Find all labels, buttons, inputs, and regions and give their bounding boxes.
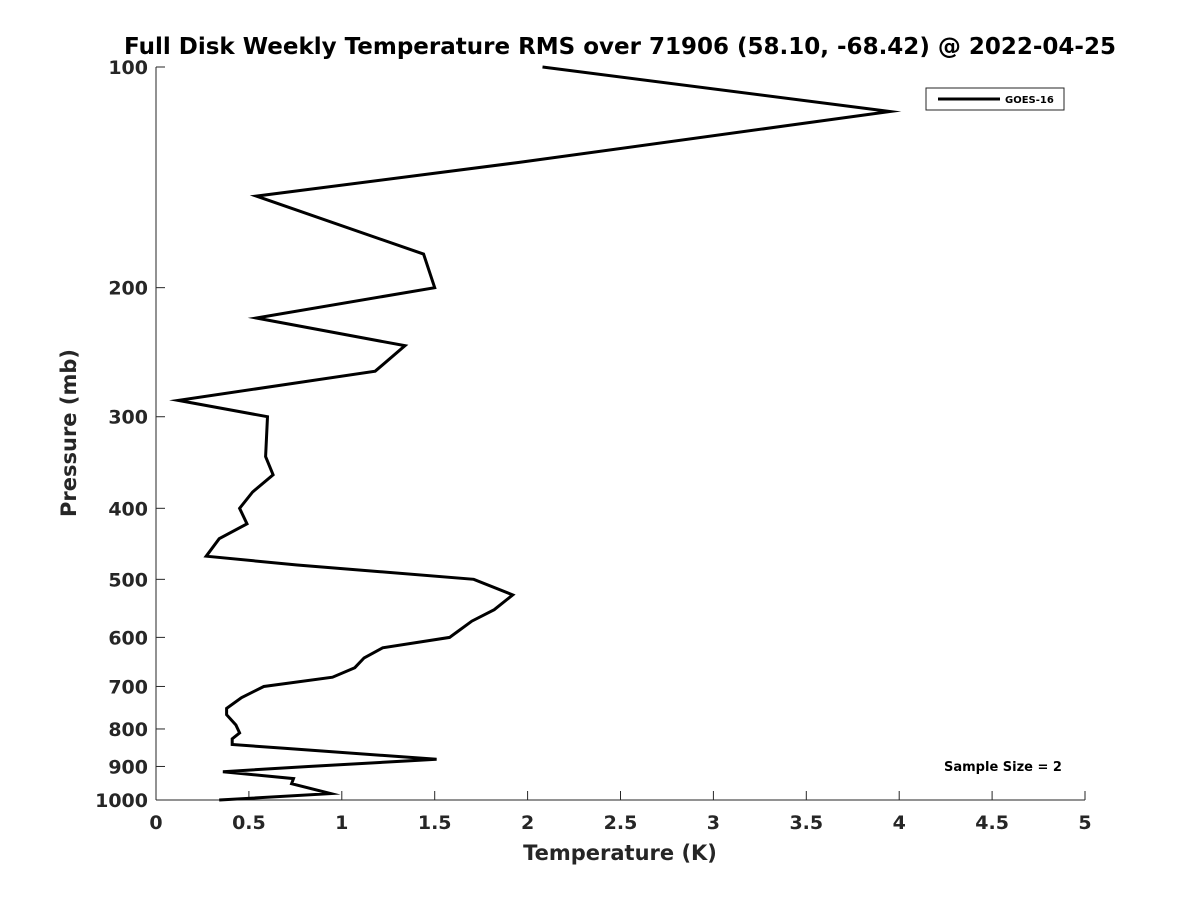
x-tick-label: 0: [149, 812, 162, 834]
x-tick-label: 0.5: [232, 812, 266, 834]
y-tick-label: 1000: [95, 790, 148, 812]
x-tick-label: 2: [521, 812, 534, 834]
series-line-goes-16: [169, 65, 902, 802]
y-tick-label: 900: [108, 756, 148, 778]
axes: [155, 67, 1085, 801]
y-tick-label: 200: [108, 278, 148, 300]
legend-label-goes-16: GOES-16: [1005, 95, 1054, 106]
y-tick-label: 100: [108, 57, 148, 79]
x-tick-label: 4: [893, 812, 906, 834]
x-tick-label: 3.5: [789, 812, 823, 834]
y-tick-label: 400: [108, 498, 148, 520]
y-tick-label: 600: [108, 627, 148, 649]
y-tick-label: 500: [108, 569, 148, 591]
x-tick-label: 2.5: [604, 812, 638, 834]
y-axis-title: Pressure (mb): [57, 349, 81, 517]
y-tick-label: 700: [108, 676, 148, 698]
series-layer: [169, 65, 902, 802]
x-tick-label: 5: [1078, 812, 1091, 834]
y-tick-label: 300: [108, 407, 148, 429]
x-axis-title: Temperature (K): [523, 841, 717, 865]
chart-title: Full Disk Weekly Temperature RMS over 71…: [124, 34, 1116, 60]
legend: GOES-16: [925, 87, 1065, 111]
x-tick-label: 1.5: [418, 812, 452, 834]
x-tick-label: 1: [335, 812, 348, 834]
x-tick-label: 4.5: [975, 812, 1009, 834]
y-ticks: 100 200 300 400 500 600 700 800 900 1000: [95, 57, 165, 812]
x-tick-label: 3: [707, 812, 720, 834]
x-ticks: 0 0.5 1 1.5 2 2.5 3 3.5 4 4.5 5: [149, 791, 1092, 834]
sample-size-annotation: Sample Size = 2: [944, 760, 1062, 775]
y-tick-label: 800: [108, 719, 148, 741]
